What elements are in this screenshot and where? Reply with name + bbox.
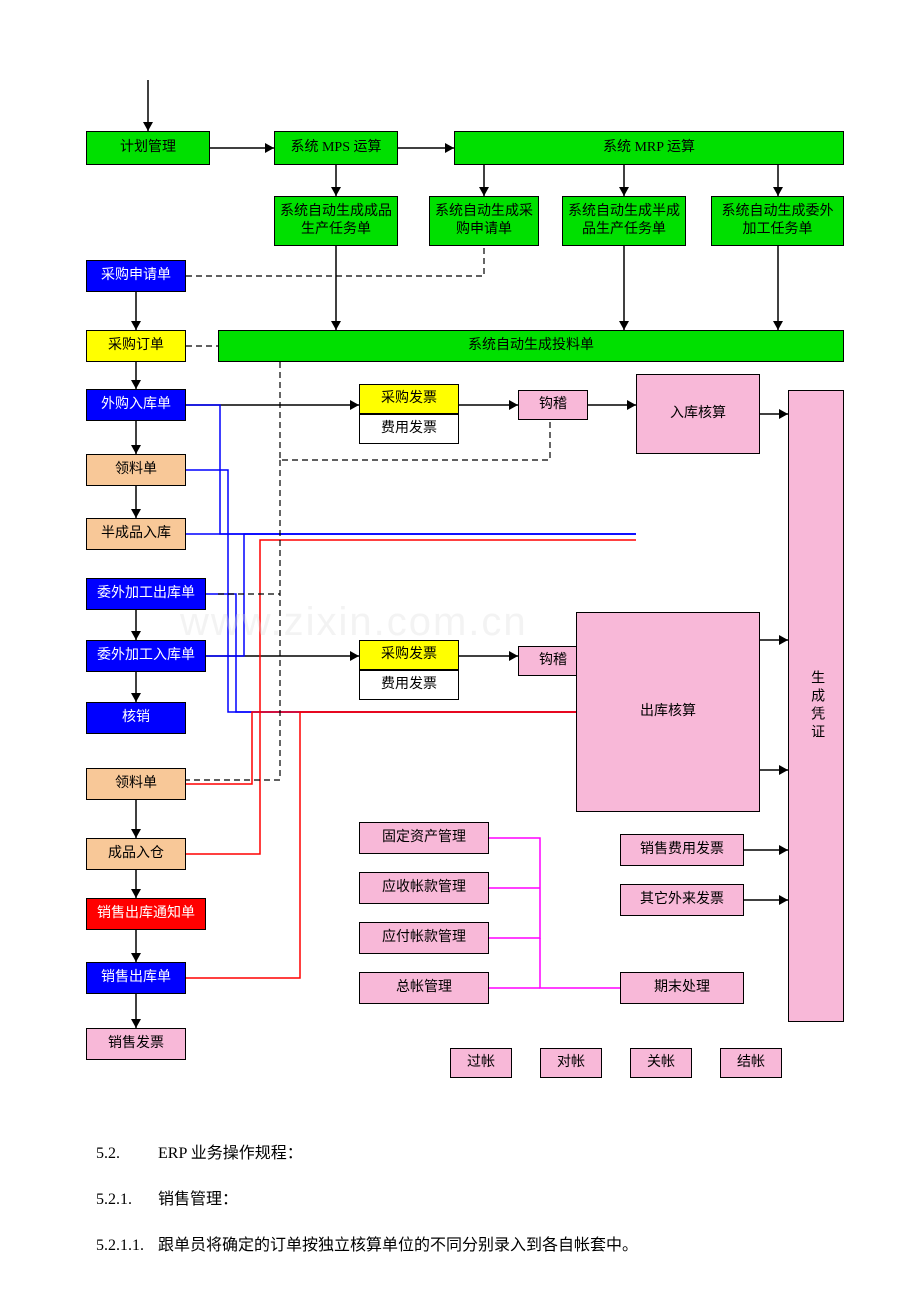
node-prodin: 成品入仓 — [86, 838, 186, 870]
arrow-head — [619, 321, 629, 330]
node-extin: 外购入库单 — [86, 389, 186, 421]
arrow-head — [479, 187, 489, 196]
node-close: 关帐 — [630, 1048, 692, 1078]
node-settle: 结帐 — [720, 1048, 782, 1078]
node-outcalc: 出库核算 — [576, 612, 760, 812]
node-gen_out: 系统自动生成委外加工任务单 — [711, 196, 844, 246]
arrow-head — [131, 693, 141, 702]
arrow-head — [131, 953, 141, 962]
node-gen_prod: 系统自动生成成品生产任务单 — [274, 196, 398, 246]
node-gen_semi: 系统自动生成半成品生产任务单 — [562, 196, 686, 246]
body-text: 5.2.1.1. 跟单员将确定的订单按独立核算单位的不同分别录入到各自帐套中。 — [96, 1232, 638, 1261]
node-period: 期末处理 — [620, 972, 744, 1004]
body-text: 5.2.1. 销售管理： — [96, 1186, 238, 1215]
node-mat1: 领料单 — [86, 454, 186, 486]
node-saleout: 销售出库单 — [86, 962, 186, 994]
watermark: www.zixin.com.cn — [180, 600, 528, 645]
node-plan: 计划管理 — [86, 131, 210, 165]
arrow-head — [265, 143, 274, 153]
node-recon: 对帐 — [540, 1048, 602, 1078]
node-semiwh: 半成品入库 — [86, 518, 186, 550]
arrow-head — [627, 400, 636, 410]
arrow-head — [619, 187, 629, 196]
node-gen_purreq: 系统自动生成采购申请单 — [429, 196, 539, 246]
node-mps: 系统 MPS 运算 — [274, 131, 398, 165]
node-oinv: 其它外来发票 — [620, 884, 744, 916]
node-einv1: 费用发票 — [359, 414, 459, 444]
node-ar: 应收帐款管理 — [359, 872, 489, 904]
node-writeoff: 核销 — [86, 702, 186, 734]
node-genvoucher: 生成凭证 — [788, 390, 844, 1022]
node-ap: 应付帐款管理 — [359, 922, 489, 954]
arrow-head — [350, 400, 359, 410]
arrow-head — [143, 122, 153, 131]
arrow-head — [445, 143, 454, 153]
body-text: 5.2. ERP 业务操作规程： — [96, 1140, 303, 1169]
node-fa: 固定资产管理 — [359, 822, 489, 854]
arrow-head — [131, 445, 141, 454]
node-post: 过帐 — [450, 1048, 512, 1078]
arrow-head — [331, 321, 341, 330]
node-gl: 总帐管理 — [359, 972, 489, 1004]
arrow-head — [131, 509, 141, 518]
arrow-head — [509, 400, 518, 410]
node-sfee: 销售费用发票 — [620, 834, 744, 866]
node-mat2: 领料单 — [86, 768, 186, 800]
arrow-head — [779, 895, 788, 905]
arrow-head — [779, 409, 788, 419]
arrow-head — [773, 321, 783, 330]
arrow-head — [779, 765, 788, 775]
arrow-head — [350, 651, 359, 661]
node-salenote: 销售出库通知单 — [86, 898, 206, 930]
arrow-head — [331, 187, 341, 196]
arrow-head — [131, 631, 141, 640]
node-purord: 采购订单 — [86, 330, 186, 362]
arrow-head — [131, 889, 141, 898]
node-einv2: 费用发票 — [359, 670, 459, 700]
arrow-head — [509, 651, 518, 661]
arrow-head — [779, 845, 788, 855]
node-incalc: 入库核算 — [636, 374, 760, 454]
arrow-head — [131, 829, 141, 838]
arrow-head — [131, 321, 141, 330]
arrow-head — [773, 187, 783, 196]
node-gen_feed: 系统自动生成投料单 — [218, 330, 844, 362]
node-purreq: 采购申请单 — [86, 260, 186, 292]
node-pinv1: 采购发票 — [359, 384, 459, 414]
arrow-head — [131, 1019, 141, 1028]
node-mrp: 系统 MRP 运算 — [454, 131, 844, 165]
node-gouji1: 钩稽 — [518, 390, 588, 420]
arrow-head — [131, 380, 141, 389]
node-saleinv: 销售发票 — [86, 1028, 186, 1060]
arrow-head — [779, 635, 788, 645]
